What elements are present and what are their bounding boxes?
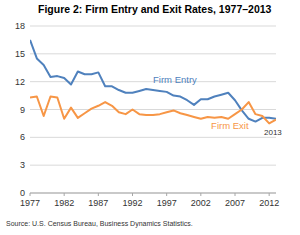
annotation: 2013 bbox=[264, 128, 282, 137]
grid-line bbox=[30, 165, 276, 166]
x-tick bbox=[269, 193, 270, 196]
grid-line bbox=[30, 53, 276, 54]
x-tick bbox=[64, 193, 65, 196]
x-tick bbox=[166, 193, 167, 196]
chart: Figure 2: Firm Entry and Exit Rates, 197… bbox=[0, 0, 300, 235]
x-tick bbox=[235, 193, 236, 196]
y-tick-label: 9 bbox=[20, 105, 25, 115]
x-tick bbox=[30, 193, 31, 196]
source: Source: U.S. Census Bureau, Business Dyn… bbox=[6, 220, 193, 228]
x-tick-label: 1992 bbox=[122, 198, 142, 208]
x-axis bbox=[30, 193, 276, 194]
title: Figure 2: Firm Entry and Exit Rates, 197… bbox=[38, 3, 272, 15]
grid-line bbox=[30, 137, 276, 138]
line bbox=[30, 40, 276, 122]
grid-line bbox=[30, 26, 276, 27]
y-tick-label: 6 bbox=[20, 132, 25, 142]
background bbox=[0, 0, 300, 235]
y-tick-label: 0 bbox=[20, 188, 25, 198]
x-tick-label: 2012 bbox=[259, 198, 279, 208]
x-tick bbox=[132, 193, 133, 196]
grid-line bbox=[30, 109, 276, 110]
x-tick bbox=[200, 193, 201, 196]
x-tick-label: 1982 bbox=[54, 198, 74, 208]
y-tick-label: 15 bbox=[15, 49, 25, 59]
grid-line bbox=[30, 193, 276, 194]
x-tick-label: 1997 bbox=[157, 198, 177, 208]
y-tick-label: 3 bbox=[20, 160, 25, 170]
y-tick-label: 12 bbox=[15, 77, 25, 87]
y-tick-label: 18 bbox=[15, 21, 25, 31]
series-label: Firm Entry bbox=[153, 74, 197, 85]
plot-area bbox=[30, 40, 276, 124]
x-tick-label: 2007 bbox=[225, 198, 245, 208]
x-tick bbox=[98, 193, 99, 196]
series-label: Firm Exit bbox=[211, 120, 249, 131]
x-tick-label: 1987 bbox=[88, 198, 108, 208]
x-tick-label: 1977 bbox=[20, 198, 40, 208]
x-tick-label: 2002 bbox=[191, 198, 211, 208]
